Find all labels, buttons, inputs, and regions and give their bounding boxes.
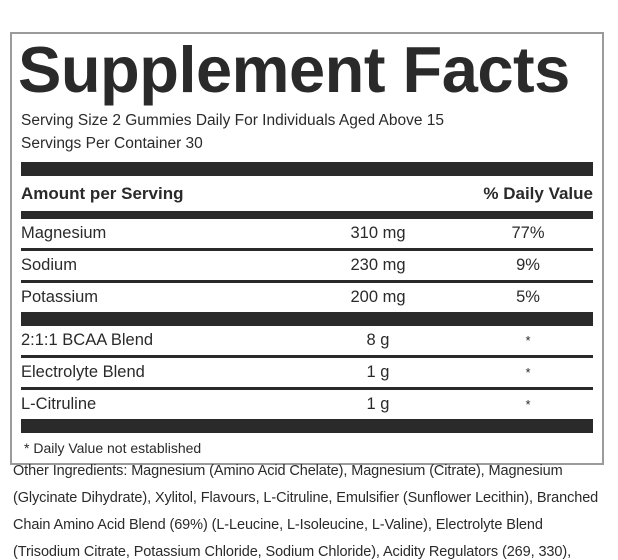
table-header-row: Amount per Serving % Daily Value <box>21 176 593 211</box>
divider-bar-top <box>21 162 593 176</box>
daily-value-header: % Daily Value <box>483 184 593 203</box>
servings-per-container-text: Servings Per Container 30 <box>21 135 203 152</box>
nutrient-daily-value: 5% <box>516 288 540 306</box>
nutrient-amount: 230 mg <box>350 256 406 274</box>
nutrient-name: Sodium <box>21 256 77 274</box>
nutrient-amount: 200 mg <box>350 288 406 306</box>
nutrient-name: Magnesium <box>21 224 107 242</box>
nutrient-daily-value: 9% <box>516 256 540 274</box>
blend-name: 2:1:1 BCAA Blend <box>21 331 154 349</box>
daily-value-footnote: * Daily Value not established <box>24 440 202 456</box>
table-row: L-Citruline 1 g * <box>21 390 593 419</box>
blend-amount: 8 g <box>366 331 390 349</box>
divider-bar-header <box>21 211 593 219</box>
blend-name: L-Citruline <box>21 395 97 413</box>
nutrient-amount: 310 mg <box>350 224 406 242</box>
divider-bar-middle <box>21 312 593 326</box>
amount-per-serving-header: Amount per Serving <box>21 184 184 203</box>
serving-info: Serving Size 2 Gummies Daily For Individ… <box>21 109 593 155</box>
serving-size-text: Serving Size 2 Gummies Daily For Individ… <box>21 112 445 129</box>
table-row: Potassium 200 mg 5% <box>21 283 593 312</box>
panel-title: Supplement Facts <box>18 33 570 106</box>
blend-amount: 1 g <box>366 363 390 381</box>
blend-name: Electrolyte Blend <box>21 363 145 381</box>
supplement-facts-panel: Supplement Facts Serving Size 2 Gummies … <box>10 32 604 465</box>
blend-amount: 1 g <box>366 395 390 413</box>
blend-daily-value-asterisk: * <box>525 364 531 380</box>
table-row: Sodium 230 mg 9% <box>21 251 593 283</box>
table-row: 2:1:1 BCAA Blend 8 g * <box>21 326 593 358</box>
table-row: Magnesium 310 mg 77% <box>21 219 593 251</box>
blend-daily-value-asterisk: * <box>525 396 531 412</box>
nutrient-name: Potassium <box>21 288 99 306</box>
table-row: Electrolyte Blend 1 g * <box>21 358 593 390</box>
other-ingredients-text: Other Ingredients: Magnesium (Amino Acid… <box>13 463 599 560</box>
divider-bar-bottom <box>21 419 593 433</box>
blend-daily-value-asterisk: * <box>525 332 531 348</box>
nutrient-daily-value: 77% <box>511 224 545 242</box>
